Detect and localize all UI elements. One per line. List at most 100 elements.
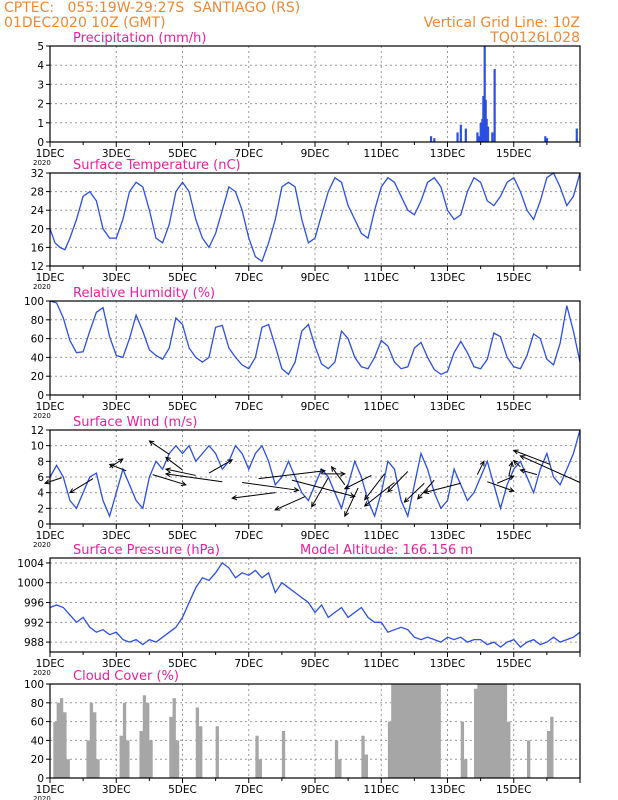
wind-arrow [508,460,514,477]
precip-bar [464,128,467,142]
y-tick-label: 20 [31,371,44,383]
y-tick-label: 100 [24,296,44,308]
precip-bar [491,132,494,142]
y-tick-label: 20 [31,754,44,766]
y-tick-label: 40 [31,735,44,747]
y-tick-label: 2 [37,99,44,111]
y-tick-label: 992 [24,617,44,629]
panel-precipitation: 0 1 2 3 4 5 1DEC 3DEC 5DEC 7DEC 9DEC 11DEC 13DEC 15DE… [33,31,581,167]
x-tick-label: 15DEC [496,530,531,542]
y-tick-label: 988 [24,637,44,649]
wind-arrow [242,481,300,493]
wind-arrow [164,471,223,483]
x-tick-label: 1DEC [36,658,65,670]
x-year-label: 2020 [33,795,51,800]
precip-bar [545,138,549,142]
wind-arrow [519,468,538,476]
y-tick-label: 16 [31,242,45,254]
x-tick-label: 5DEC [168,530,197,542]
y-tick-label: 2 [37,503,44,515]
x-year-label: 2020 [33,541,51,549]
x-year-label: 2020 [33,669,51,677]
x-tick-label: 1DEC [36,272,65,284]
wind-arrow [43,477,62,485]
x-tick-label: 9DEC [301,148,330,160]
wind-arrow [311,477,329,508]
y-tick-label: 8 [37,456,44,468]
precip-bar [459,124,462,142]
precip-bar [479,122,482,142]
y-tick-label: 80 [31,698,44,710]
y-tick-label: 24 [31,205,45,217]
wind-arrow [258,468,327,480]
x-tick-label: 3DEC [102,272,131,284]
y-tick-label: 100 [24,679,44,691]
wind-arrow [363,482,395,507]
x-tick-label: 11DEC [364,784,399,796]
precip-bar [433,138,436,142]
wind-arrow [387,471,409,493]
x-tick-label: 7DEC [234,272,263,284]
x-tick-label: 5DEC [168,401,197,413]
x-tick-label: 5DEC [168,148,197,160]
y-tick-label: 1 [37,118,44,130]
run-datetime: 01DEC2020 10Z (GMT) [4,15,166,31]
x-tick-label: 13DEC [430,658,465,670]
x-tick-label: 5DEC [168,272,197,284]
wind-arrow [403,482,425,503]
model-altitude: Model Altitude: 166.156 m [300,543,473,558]
cloud-cover-area [50,684,580,778]
y-tick-label: 80 [31,315,44,327]
x-tick-label: 7DEC [234,401,263,413]
wind-arrow [291,479,356,499]
wind-arrow [330,465,346,486]
y-tick-label: 28 [31,187,44,199]
precip-bar [575,128,578,142]
y-tick-label: 12 [31,425,44,437]
x-tick-label: 13DEC [430,530,465,542]
x-tick-label: 3DEC [102,784,131,796]
wind-arrow [68,478,94,494]
x-tick-label: 9DEC [301,272,330,284]
precip-bar [482,95,485,142]
x-tick-label: 3DEC [102,658,131,670]
wind-arrow [416,479,435,500]
x-tick-label: 1DEC [36,530,65,542]
x-tick-label: 1DEC [36,784,65,796]
wind-arrow [512,459,521,468]
x-tick-label: 3DEC [102,401,131,413]
x-tick-label: 9DEC [301,784,330,796]
pressure-line [49,561,581,648]
humidity-line [49,300,581,376]
x-tick-label: 15DEC [496,272,531,284]
wind-arrow [208,459,234,474]
panel-title: Surface Temperature (nC) [73,158,241,173]
x-tick-label: 7DEC [234,148,263,160]
x-tick-label: 13DEC [430,272,465,284]
wind-arrow [519,455,581,483]
wind-arrow [363,473,385,501]
y-tick-label: 0 [37,773,44,785]
y-tick-label: 5 [37,41,44,53]
panel-cloud-cover: 0 20 40 60 80 100 1DEC 3DEC 5DEC 7DEC 9DEC 11DEC 13D… [24,669,581,800]
wind-arrow [496,475,515,484]
y-tick-label: 12 [31,261,44,273]
x-tick-label: 9DEC [301,530,330,542]
y-tick-label: 1004 [17,558,44,570]
grid-line-note: Vertical Grid Line: 10Z [423,15,580,31]
x-tick-label: 9DEC [301,401,330,413]
panel-humidity: 0 20 40 60 80 100 1DEC 3DEC 5DEC 7DEC 9DEC 11DEC 13D… [24,286,581,420]
y-tick-label: 0 [37,519,44,531]
y-tick-label: 6 [37,472,44,484]
y-tick-label: 32 [31,168,44,180]
x-tick-label: 7DEC [234,658,263,670]
panel-title: Precipitation (mm/h) [73,31,206,46]
wind-arrow [231,492,276,501]
x-tick-label: 1DEC [36,401,65,413]
x-tick-label: 11DEC [364,401,399,413]
wind-arrow [321,471,346,477]
wind-arrow [476,460,485,475]
y-tick-label: 996 [24,598,44,610]
x-tick-label: 15DEC [496,148,531,160]
precip-bar [456,132,459,142]
